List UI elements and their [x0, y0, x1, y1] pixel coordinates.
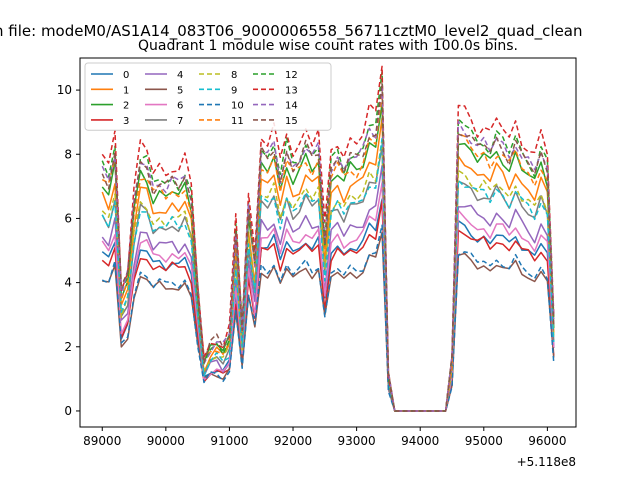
x-tick-label: 90000 — [147, 434, 185, 448]
series-line-10 — [101, 224, 555, 412]
legend-label: 13 — [285, 85, 298, 96]
x-tick-label: 89000 — [83, 434, 121, 448]
legend-label: 0 — [123, 70, 129, 81]
plot-frame — [79, 57, 577, 428]
y-axis: 0 2 4 6 8 10 — [57, 83, 80, 418]
legend-label: 6 — [177, 101, 183, 112]
series-line-12 — [101, 70, 555, 412]
x-tick-label: 94000 — [401, 434, 439, 448]
legend-label: 10 — [231, 101, 244, 112]
legend-label: 11 — [231, 116, 244, 127]
legend-label: 12 — [285, 70, 298, 81]
series-line-13 — [101, 65, 555, 412]
x-axis: 89000 90000 91000 92000 93000 94000 95000 96000 — [83, 427, 566, 448]
series-line-11 — [101, 92, 555, 412]
x-tick-label: 95000 — [465, 434, 503, 448]
series-line-15 — [101, 82, 555, 412]
legend-label: 5 — [177, 85, 183, 96]
y-tick-label: 6 — [64, 211, 72, 225]
legend-box — [84, 62, 332, 131]
legend-label: 2 — [123, 101, 129, 112]
legend-label: 3 — [123, 116, 129, 127]
legend-label: 4 — [177, 70, 183, 81]
x-tick-label: 96000 — [528, 434, 566, 448]
legend-label: 9 — [231, 85, 237, 96]
x-tick-label: 93000 — [338, 434, 376, 448]
legend-label: 14 — [285, 101, 298, 112]
chart-suptitle: n file: modeM0/AS1A14_083T06_9000006558_… — [0, 22, 583, 41]
series-line-4 — [101, 164, 555, 412]
y-tick-label: 4 — [64, 276, 72, 290]
legend-label: 8 — [231, 70, 237, 81]
series-line-1 — [101, 117, 555, 412]
plot-area: 89000 90000 91000 92000 93000 94000 95000 96000… — [57, 57, 577, 469]
x-tick-label: 92000 — [274, 434, 312, 448]
y-tick-label: 10 — [57, 83, 72, 97]
y-tick-label: 2 — [64, 340, 72, 354]
legend-label: 7 — [177, 116, 183, 127]
series-line-3 — [101, 200, 555, 412]
x-offset-text: +5.118e8 — [517, 455, 576, 469]
series-line-9 — [101, 137, 555, 412]
legend-label: 15 — [285, 116, 298, 127]
legend-label: 1 — [123, 85, 129, 96]
y-tick-label: 8 — [64, 147, 72, 161]
y-tick-label: 0 — [64, 404, 72, 418]
series-line-6 — [101, 182, 555, 412]
chart-title: Quadrant 1 module wise count rates with … — [138, 38, 518, 54]
series-layer — [101, 65, 555, 412]
x-tick-label: 91000 — [210, 434, 248, 448]
